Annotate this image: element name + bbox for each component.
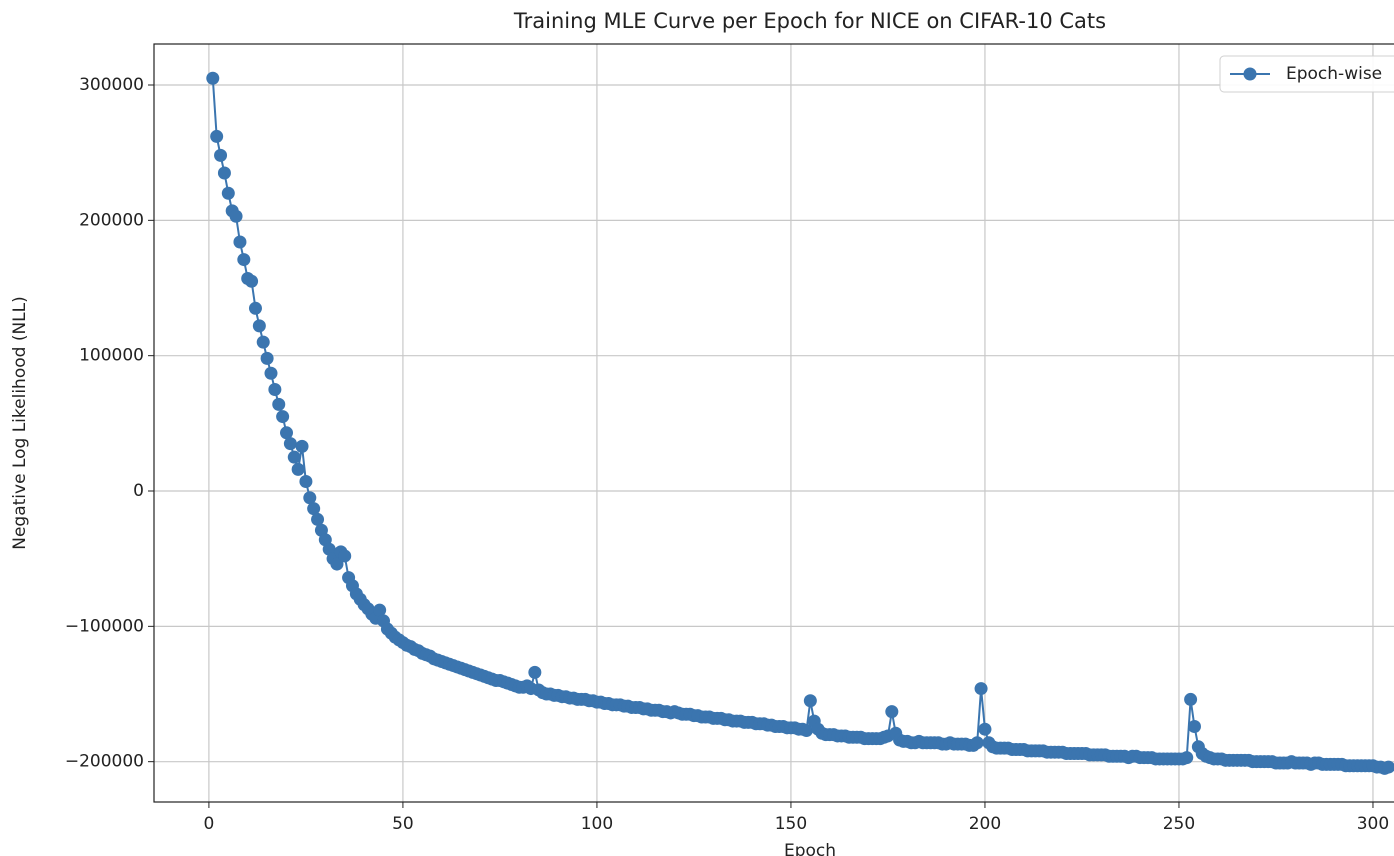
- data-point: [280, 426, 294, 440]
- data-point: [248, 301, 262, 315]
- data-point: [978, 722, 992, 736]
- data-point: [256, 335, 270, 349]
- x-tick-label: 200: [969, 814, 1001, 834]
- legend-box: [1219, 55, 1394, 93]
- data-point: [221, 186, 235, 200]
- x-axis-label: Epoch: [784, 841, 836, 856]
- chart-title: Training MLE Curve per Epoch for NICE on…: [513, 9, 1106, 33]
- y-axis-label: Negative Log Likelihood (NLL): [10, 296, 30, 550]
- data-point: [276, 410, 290, 424]
- legend-label: Epoch-wise: [1286, 64, 1382, 84]
- data-point: [237, 253, 251, 267]
- data-point: [974, 682, 988, 696]
- data-point: [210, 129, 224, 143]
- y-tick-label: −200000: [65, 752, 144, 772]
- x-tick-label: 250: [1163, 814, 1195, 834]
- x-tick-label: 0: [203, 814, 214, 834]
- plot-frame: [153, 43, 1394, 803]
- data-point: [206, 71, 220, 85]
- data-point: [970, 736, 984, 750]
- legend: Epoch-wise: [1219, 55, 1394, 93]
- data-point: [528, 665, 542, 679]
- data-point: [272, 397, 286, 411]
- x-tick-label: 100: [581, 814, 613, 834]
- y-tick-label: 0: [133, 481, 144, 501]
- data-point: [803, 694, 817, 708]
- data-point: [330, 557, 344, 571]
- data-point: [260, 351, 274, 365]
- data-point: [373, 603, 387, 617]
- data-point: [885, 705, 899, 719]
- data-point: [291, 462, 305, 476]
- data-point: [1381, 760, 1394, 774]
- data-point: [214, 148, 228, 162]
- x-tick-label: 50: [392, 814, 414, 834]
- data-point: [252, 319, 266, 333]
- x-tick-label: 300: [1357, 814, 1389, 834]
- series-line: [211, 78, 1389, 770]
- y-tick-label: −100000: [65, 616, 144, 636]
- data-point: [1184, 692, 1198, 706]
- data-point: [338, 549, 352, 563]
- x-tick-label: 150: [775, 814, 807, 834]
- legend-marker: [1243, 67, 1257, 81]
- data-point: [287, 450, 301, 464]
- data-point: [264, 366, 278, 380]
- data-point: [299, 475, 313, 489]
- data-point: [229, 209, 243, 223]
- data-point: [799, 724, 813, 738]
- data-point: [233, 235, 247, 249]
- data-point: [283, 437, 297, 451]
- data-point: [303, 491, 317, 505]
- y-tick-label: 100000: [79, 346, 144, 366]
- data-point: [307, 502, 321, 516]
- data-point: [1187, 719, 1201, 733]
- data-point: [311, 512, 325, 526]
- y-tick-label: 300000: [79, 75, 144, 95]
- data-point: [1180, 751, 1194, 765]
- data-point: [217, 166, 231, 180]
- y-tick-label: 200000: [79, 210, 144, 230]
- data-point: [268, 383, 282, 397]
- data-point: [245, 274, 259, 288]
- data-point: [295, 439, 309, 453]
